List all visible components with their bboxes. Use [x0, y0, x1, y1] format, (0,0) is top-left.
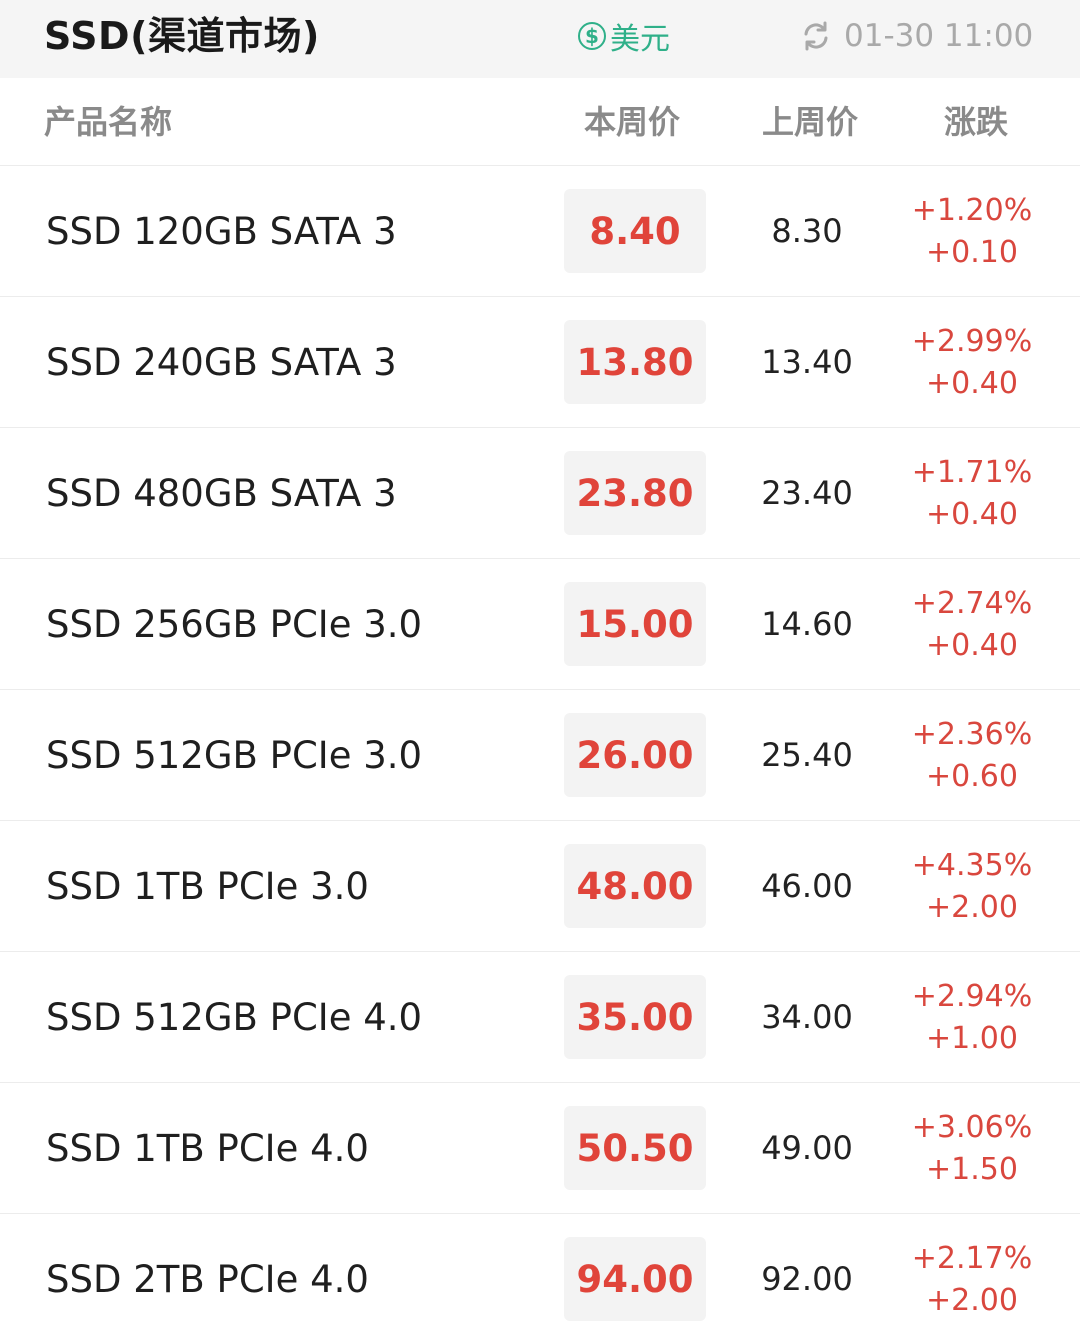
product-name: SSD 2TB PCIe 4.0: [46, 1258, 369, 1301]
table-row[interactable]: SSD 256GB PCIe 3.0 15.00 14.60 +2.74% +0…: [0, 559, 1080, 690]
column-header-last-week[interactable]: 上周价: [762, 103, 859, 141]
refresh-button[interactable]: 01-30 11:00: [800, 14, 1033, 58]
table-row[interactable]: SSD 240GB SATA 3 13.80 13.40 +2.99% +0.4…: [0, 297, 1080, 428]
product-name: SSD 512GB PCIe 4.0: [46, 996, 423, 1039]
change-amount: +1.00: [926, 1021, 1018, 1056]
this-week-price: 15.00: [564, 582, 706, 666]
this-week-price: 35.00: [564, 975, 706, 1059]
currency-toggle[interactable]: $ 美元: [578, 14, 670, 58]
change-percent: +1.20%: [911, 193, 1033, 228]
change-amount: +1.50: [926, 1152, 1018, 1187]
change-amount: +0.10: [926, 235, 1018, 270]
change-amount: +0.60: [926, 759, 1018, 794]
product-name: SSD 240GB SATA 3: [46, 341, 397, 384]
change-amount: +0.40: [926, 497, 1018, 532]
price-change: +2.94% +1.00: [892, 976, 1052, 1060]
last-week-price: 13.40: [761, 343, 853, 381]
last-week-price: 92.00: [761, 1260, 853, 1298]
column-header-this-week[interactable]: 本周价: [584, 103, 681, 141]
change-amount: +2.00: [926, 890, 1018, 925]
product-name: SSD 512GB PCIe 3.0: [46, 734, 423, 777]
change-percent: +1.71%: [911, 455, 1033, 490]
change-percent: +2.74%: [911, 586, 1033, 621]
table-row[interactable]: SSD 1TB PCIe 3.0 48.00 46.00 +4.35% +2.0…: [0, 821, 1080, 952]
change-percent: +2.94%: [911, 979, 1033, 1014]
this-week-price: 13.80: [564, 320, 706, 404]
change-percent: +2.99%: [911, 324, 1033, 359]
last-week-price: 14.60: [761, 605, 853, 643]
price-change: +2.36% +0.60: [892, 714, 1052, 798]
currency-label: 美元: [610, 22, 670, 57]
price-change: +3.06% +1.50: [892, 1107, 1052, 1191]
this-week-price: 8.40: [564, 189, 706, 273]
refresh-icon: [804, 21, 828, 51]
change-percent: +3.06%: [911, 1110, 1033, 1145]
last-week-price: 8.30: [771, 212, 843, 250]
price-change: +2.74% +0.40: [892, 583, 1052, 667]
this-week-price: 26.00: [564, 713, 706, 797]
change-amount: +0.40: [926, 628, 1018, 663]
product-name: SSD 480GB SATA 3: [46, 472, 397, 515]
change-percent: +4.35%: [911, 848, 1033, 883]
this-week-price: 48.00: [564, 844, 706, 928]
column-header-name[interactable]: 产品名称: [44, 103, 173, 141]
this-week-price: 50.50: [564, 1106, 706, 1190]
last-week-price: 23.40: [761, 474, 853, 512]
change-amount: +2.00: [926, 1283, 1018, 1318]
product-name: SSD 120GB SATA 3: [46, 210, 397, 253]
last-week-price: 25.40: [761, 736, 853, 774]
table-row[interactable]: SSD 512GB PCIe 4.0 35.00 34.00 +2.94% +1…: [0, 952, 1080, 1083]
price-change: +4.35% +2.00: [892, 845, 1052, 929]
page-title: SSD(渠道市场): [44, 14, 320, 58]
table-row[interactable]: SSD 512GB PCIe 3.0 26.00 25.40 +2.36% +0…: [0, 690, 1080, 821]
this-week-price: 94.00: [564, 1237, 706, 1321]
price-change: +2.17% +2.00: [892, 1238, 1052, 1322]
this-week-price: 23.80: [564, 451, 706, 535]
table-row[interactable]: SSD 120GB SATA 3 8.40 8.30 +1.20% +0.10: [0, 166, 1080, 297]
change-percent: +2.36%: [911, 717, 1033, 752]
table-row[interactable]: SSD 1TB PCIe 4.0 50.50 49.00 +3.06% +1.5…: [0, 1083, 1080, 1214]
updated-time: 01-30 11:00: [844, 18, 1034, 54]
table-row[interactable]: SSD 2TB PCIe 4.0 94.00 92.00 +2.17% +2.0…: [0, 1214, 1080, 1330]
last-week-price: 49.00: [761, 1129, 853, 1167]
change-percent: +2.17%: [911, 1241, 1033, 1276]
product-name: SSD 1TB PCIe 3.0: [46, 865, 369, 908]
table-header: 产品名称 本周价 上周价 涨跌: [0, 78, 1080, 166]
column-header-change[interactable]: 涨跌: [944, 103, 1009, 141]
product-name: SSD 256GB PCIe 3.0: [46, 603, 423, 646]
table-row[interactable]: SSD 480GB SATA 3 23.80 23.40 +1.71% +0.4…: [0, 428, 1080, 559]
price-table: SSD 120GB SATA 3 8.40 8.30 +1.20% +0.10 …: [0, 166, 1080, 1330]
price-change: +1.71% +0.40: [892, 452, 1052, 536]
last-week-price: 46.00: [761, 867, 853, 905]
price-change: +1.20% +0.10: [892, 190, 1052, 274]
price-change: +2.99% +0.40: [892, 321, 1052, 405]
product-name: SSD 1TB PCIe 4.0: [46, 1127, 369, 1170]
change-amount: +0.40: [926, 366, 1018, 401]
top-bar: SSD(渠道市场) $ 美元 01-30 11:00: [0, 0, 1080, 78]
last-week-price: 34.00: [761, 998, 853, 1036]
dollar-coin-icon: $: [578, 22, 606, 50]
